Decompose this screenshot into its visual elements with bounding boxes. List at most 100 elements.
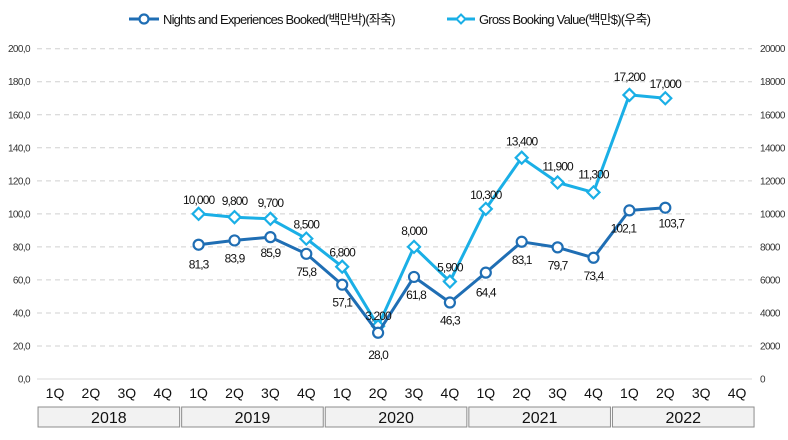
nights-data-point[interactable] xyxy=(623,204,636,217)
right-axis: 0 2000 4000 6000 8000 10000 12000 14000 16000 180… xyxy=(760,44,786,385)
x-axis: 1Q 2Q 3Q 4Q 1Q 2Q 3Q 4Q 1Q 2Q 3Q 4Q 1Q 2Q 3Q 4Q 1Q 2Q 3Q 4Q… xyxy=(37,385,755,428)
nights-data-point[interactable] xyxy=(659,201,672,214)
right-tick-label: 18000 xyxy=(760,77,786,88)
quarter-label: 1Q xyxy=(620,385,639,401)
gbv-data-point[interactable] xyxy=(226,209,243,225)
gbv-data-point[interactable] xyxy=(262,211,278,227)
gbv-data-label: 10,300 xyxy=(470,188,503,202)
nights-data-point[interactable] xyxy=(228,234,241,247)
year-label: 2022 xyxy=(665,410,701,427)
data-labels: 10,000 9,800 9,700 8,500 6,800 3,200 8,000 5,90… xyxy=(183,70,686,362)
gbv-data-point[interactable] xyxy=(585,184,602,200)
year-label: 2020 xyxy=(378,410,414,427)
quarter-label: 3Q xyxy=(405,385,424,401)
quarter-label: 2Q xyxy=(369,385,388,401)
legend-label-nights: Nights and Experiences Booked(백만박)(좌축) xyxy=(163,12,395,27)
gbv-data-label: 17,000 xyxy=(650,77,683,91)
year-box xyxy=(37,406,181,428)
nights-data-label: 61,8 xyxy=(406,288,427,302)
quarter-label: 2Q xyxy=(225,385,244,401)
gbv-data-label: 11,300 xyxy=(578,167,610,181)
gbv-data-label: 11,900 xyxy=(542,159,574,173)
nights-data-point[interactable] xyxy=(264,231,277,244)
gbv-data-point[interactable] xyxy=(621,87,637,103)
year-box xyxy=(611,406,755,428)
left-axis: 0,0 20,0 40,0 60,0 80,0 100,0 120,0 140,0 160,0 1… xyxy=(8,44,32,386)
nights-data-point[interactable] xyxy=(587,251,600,264)
quarter-label: 1Q xyxy=(189,385,208,401)
series-layer xyxy=(191,87,673,339)
right-tick-label: 12000 xyxy=(760,176,786,187)
legend-item-gbv[interactable]: Gross Booking Value(백만$)(우축) xyxy=(447,12,651,27)
nights-data-label: 83,9 xyxy=(225,251,246,265)
gbv-data-point[interactable] xyxy=(442,274,458,290)
year-label: 2019 xyxy=(235,410,271,427)
quarter-label: 1Q xyxy=(333,385,352,401)
quarter-label: 4Q xyxy=(153,385,172,401)
left-tick-label: 0,0 xyxy=(18,375,31,386)
gbv-data-label: 5,900 xyxy=(437,261,464,275)
quarter-label: 1Q xyxy=(476,385,495,401)
right-tick-label: 8000 xyxy=(760,242,781,253)
nights-data-point[interactable] xyxy=(479,266,492,279)
year-box xyxy=(324,406,468,428)
gbv-data-point[interactable] xyxy=(334,259,350,275)
circle-marker-icon xyxy=(138,13,150,25)
diamond-marker-icon xyxy=(455,13,467,25)
nights-series-line xyxy=(198,206,666,335)
gbv-data-label: 17,200 xyxy=(614,70,647,84)
gbv-data-label: 8,500 xyxy=(294,218,321,232)
nights-data-point[interactable] xyxy=(300,247,313,260)
quarter-label: 2Q xyxy=(82,385,101,401)
quarter-label: 3Q xyxy=(261,385,280,401)
nights-data-point[interactable] xyxy=(407,270,421,284)
gbv-data-point[interactable] xyxy=(406,239,422,255)
left-tick-label: 200,0 xyxy=(8,44,31,55)
right-tick-label: 6000 xyxy=(760,275,781,286)
left-tick-label: 20,0 xyxy=(13,341,31,352)
nights-data-label: 28,0 xyxy=(368,348,389,362)
year-label: 2021 xyxy=(522,410,558,427)
gbv-data-point[interactable] xyxy=(514,150,530,166)
nights-data-point[interactable] xyxy=(443,296,456,309)
nights-data-label: 102,1 xyxy=(611,221,638,235)
gbv-data-point[interactable] xyxy=(478,201,494,217)
nights-data-point[interactable] xyxy=(551,241,564,254)
gbv-data-label: 8,000 xyxy=(401,224,428,238)
left-tick-label: 80,0 xyxy=(13,242,31,253)
quarter-label: 3Q xyxy=(117,385,136,401)
nights-data-label: 64,4 xyxy=(476,286,497,300)
gbv-data-point[interactable] xyxy=(550,174,566,191)
left-tick-label: 100,0 xyxy=(8,209,31,220)
legend-item-nights[interactable]: Nights and Experiences Booked(백만박)(좌축) xyxy=(129,12,396,27)
left-tick-label: 180,0 xyxy=(8,77,31,88)
gbv-data-label: 3,200 xyxy=(365,309,392,323)
quarter-label: 1Q xyxy=(46,385,65,401)
quarter-label: 3Q xyxy=(692,385,711,401)
left-tick-label: 140,0 xyxy=(8,143,31,154)
gbv-data-label: 9,800 xyxy=(222,194,249,208)
gbv-data-point[interactable] xyxy=(298,231,314,247)
right-tick-label: 10000 xyxy=(760,209,786,220)
nights-data-label: 81,3 xyxy=(189,258,210,272)
year-box xyxy=(181,406,324,428)
gbv-data-point[interactable] xyxy=(657,90,673,106)
nights-data-label: 73,4 xyxy=(584,269,605,283)
quarter-label: 4Q xyxy=(584,385,603,401)
right-tick-label: 2000 xyxy=(760,341,781,352)
right-tick-label: 4000 xyxy=(760,308,781,319)
nights-data-point[interactable] xyxy=(336,278,349,291)
gbv-data-label: 10,000 xyxy=(183,193,216,207)
nights-data-point[interactable] xyxy=(192,238,205,251)
year-box xyxy=(468,406,611,428)
right-tick-label: 16000 xyxy=(760,110,786,121)
quarter-label: 2Q xyxy=(512,385,531,401)
left-tick-label: 40,0 xyxy=(13,308,31,319)
left-tick-label: 120,0 xyxy=(8,176,31,187)
nights-data-point[interactable] xyxy=(372,326,385,339)
nights-data-point[interactable] xyxy=(515,235,528,248)
legend-label-gbv: Gross Booking Value(백만$)(우축) xyxy=(479,12,651,27)
right-tick-label: 20000 xyxy=(760,44,786,55)
gbv-data-point[interactable] xyxy=(191,206,207,222)
